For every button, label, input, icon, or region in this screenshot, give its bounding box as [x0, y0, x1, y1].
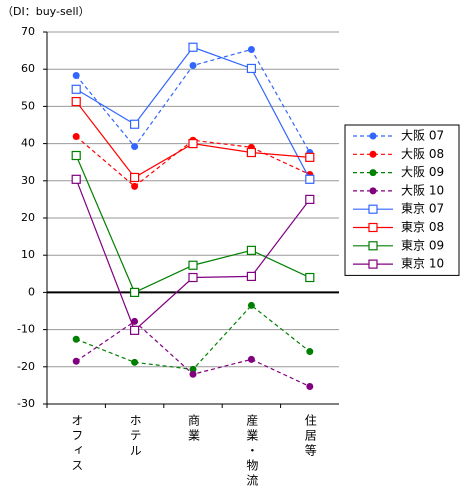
y-tick-label: 60	[21, 62, 35, 75]
y-tick-label: 40	[21, 137, 35, 150]
legend-marker	[368, 259, 378, 269]
legend-marker	[369, 187, 377, 195]
point	[72, 357, 80, 365]
y-tick-label: 10	[21, 248, 35, 261]
series-line	[75, 155, 311, 294]
legend-label: 東京 10	[401, 257, 444, 271]
point	[188, 260, 198, 270]
point	[306, 348, 314, 356]
legend-box	[344, 124, 460, 276]
point	[189, 370, 197, 378]
point	[72, 335, 80, 343]
point	[71, 150, 81, 161]
point	[72, 72, 80, 80]
legend-label: 東京 07	[401, 202, 444, 216]
y-tick-label: 70	[21, 25, 35, 38]
point	[247, 301, 255, 309]
x-tick-label: ホテル	[128, 414, 142, 459]
legend-label: 大阪 07	[401, 129, 444, 143]
legend-marker	[369, 132, 377, 140]
x-tick-label: オフィス	[70, 414, 84, 474]
point	[71, 84, 81, 94]
y-tick-label: 0	[28, 285, 35, 298]
point	[305, 152, 315, 162]
legend-marker	[368, 241, 378, 251]
point	[130, 325, 140, 335]
point	[130, 172, 140, 183]
series-line	[75, 136, 311, 188]
point	[72, 133, 80, 141]
y-tick-label: 50	[21, 99, 35, 112]
point	[246, 245, 256, 255]
legend-marker	[369, 169, 377, 177]
point	[305, 194, 315, 204]
y-tick-label: -20	[17, 360, 35, 373]
legend-label: 大阪 08	[401, 147, 444, 161]
point	[246, 271, 256, 282]
legend-label: 東京 08	[401, 220, 444, 234]
x-tick-label: 住居等	[303, 414, 317, 459]
y-axis-label: （DI：buy-sell）	[2, 5, 90, 18]
point	[305, 272, 315, 283]
point	[131, 358, 139, 366]
y-tick-label: 20	[21, 211, 35, 224]
point	[131, 182, 139, 190]
y-tick-label: -30	[17, 397, 35, 410]
point	[189, 61, 197, 69]
point	[131, 317, 139, 325]
point	[247, 355, 255, 363]
point	[189, 365, 197, 373]
point	[131, 143, 139, 151]
legend-marker	[368, 222, 378, 233]
y-tick-label: 30	[21, 174, 35, 187]
point	[188, 272, 198, 283]
point	[305, 174, 315, 184]
legend-marker	[368, 204, 378, 214]
point	[188, 139, 198, 149]
point	[246, 147, 256, 158]
point	[130, 287, 140, 297]
x-tick-label: 産業・物流	[245, 413, 259, 489]
point	[71, 96, 81, 107]
point	[71, 174, 81, 184]
point	[306, 383, 314, 391]
legend-label: 大阪 10	[401, 183, 444, 197]
point	[246, 63, 256, 74]
legend-label: 東京 09	[401, 238, 444, 252]
point	[188, 42, 198, 52]
legend-label: 大阪 09	[401, 165, 444, 179]
x-tick-label: 商業	[187, 413, 201, 444]
point	[130, 119, 140, 129]
point	[247, 45, 255, 53]
legend-marker	[369, 150, 377, 158]
y-tick-label: -10	[17, 323, 35, 336]
